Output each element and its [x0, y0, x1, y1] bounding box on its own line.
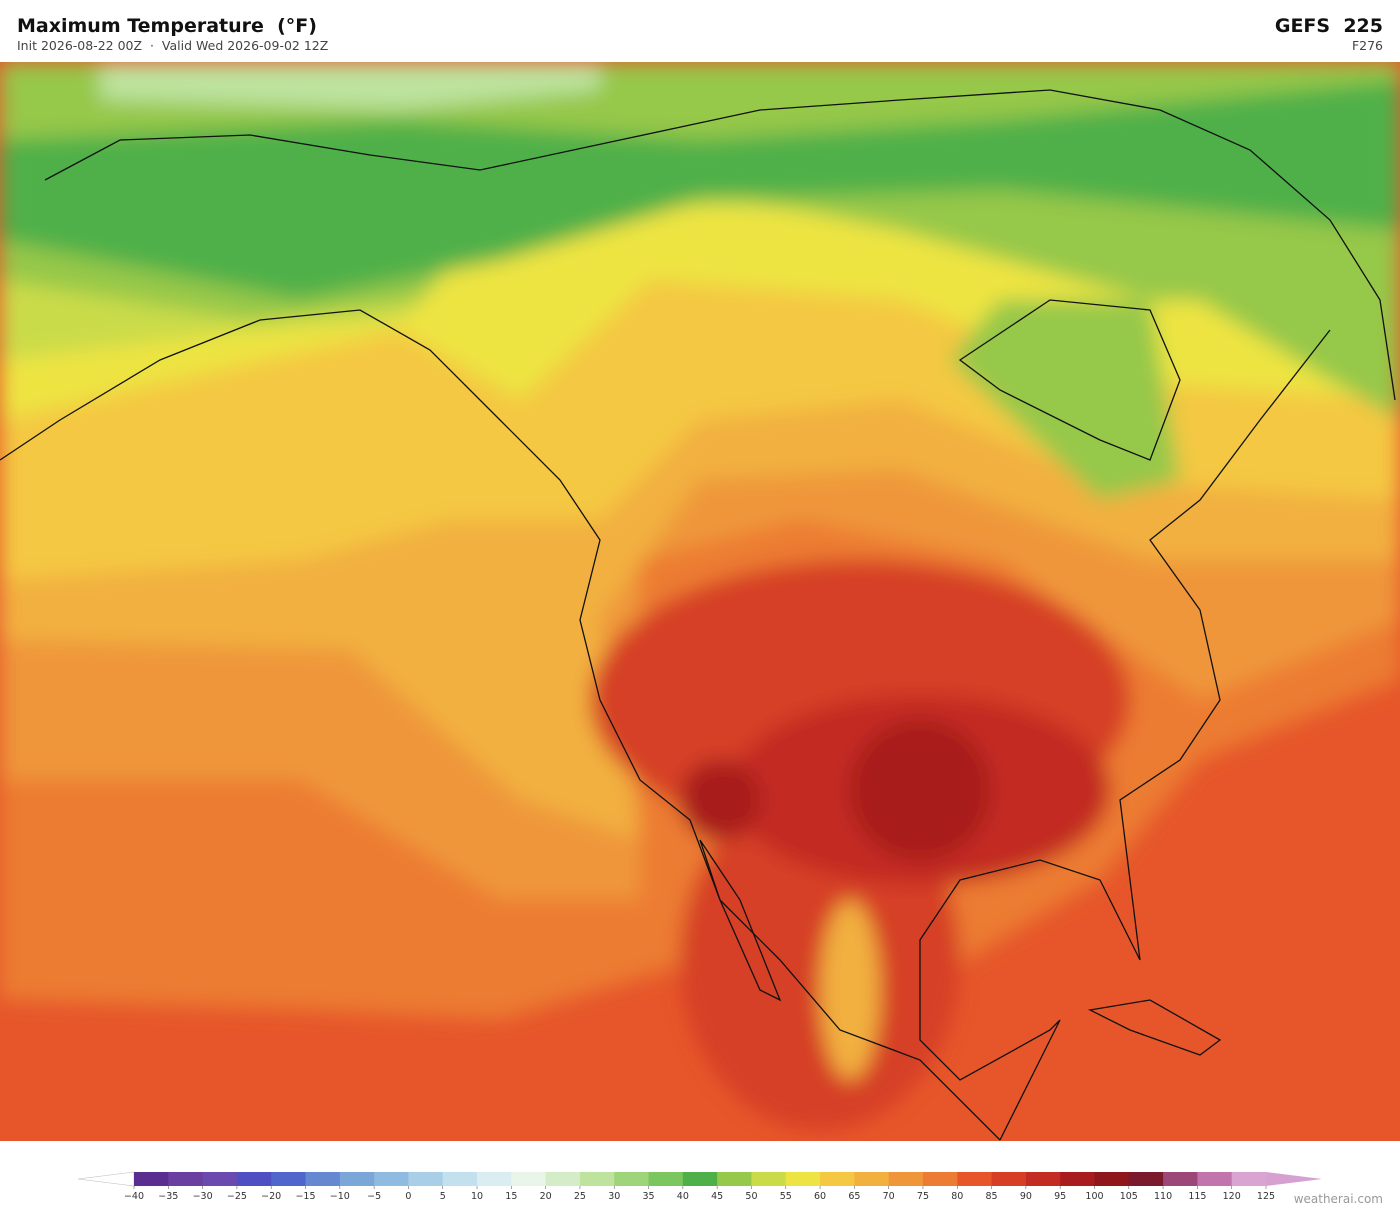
color-swatch [1197, 1172, 1233, 1186]
tick-label: 60 [814, 1191, 826, 1202]
color-swatch [785, 1172, 821, 1186]
tick-label: 70 [883, 1191, 895, 1202]
color-swatch [1163, 1172, 1198, 1186]
tick-label: −20 [261, 1191, 281, 1202]
color-swatch [271, 1172, 307, 1186]
color-swatch [751, 1172, 787, 1186]
tick-label: 105 [1120, 1191, 1138, 1202]
color-swatch [1094, 1172, 1130, 1186]
tick-label: 10 [471, 1191, 483, 1202]
color-swatch [1060, 1172, 1095, 1186]
color-swatch [545, 1172, 581, 1186]
color-swatch [717, 1172, 752, 1186]
color-swatch [442, 1172, 478, 1186]
color-swatch [1231, 1172, 1267, 1186]
tick-label: 110 [1154, 1191, 1172, 1202]
tick-label: 20 [540, 1191, 552, 1202]
tick-label: 0 [405, 1191, 411, 1202]
tick-label: −5 [367, 1191, 381, 1202]
coastlines [0, 89, 1396, 1141]
tick-label: 40 [677, 1191, 689, 1202]
under-arrow [77, 1171, 135, 1187]
tick-label: 100 [1085, 1191, 1103, 1202]
color-swatch [922, 1172, 958, 1186]
tick-label: 50 [745, 1191, 757, 1202]
color-swatch [408, 1172, 444, 1186]
color-swatch [682, 1172, 718, 1186]
color-swatch [202, 1172, 238, 1186]
color-swatch [305, 1172, 341, 1186]
color-swatch [134, 1172, 169, 1186]
color-swatch [339, 1172, 375, 1186]
tick-label: 45 [711, 1191, 723, 1202]
color-swatch [820, 1172, 855, 1186]
model-label: GEFS 225 [1274, 15, 1383, 37]
tick-label: −15 [295, 1191, 315, 1202]
tick-label: 115 [1188, 1191, 1206, 1202]
tick-label: −25 [227, 1191, 247, 1202]
title: Maximum Temperature (°F) [17, 15, 317, 37]
tick-label: 65 [848, 1191, 860, 1202]
tick-label: 80 [951, 1191, 963, 1202]
color-swatch [477, 1172, 512, 1186]
color-swatch [236, 1172, 272, 1186]
color-swatch [1128, 1172, 1164, 1186]
color-swatch [614, 1172, 650, 1186]
tick-label: −40 [124, 1191, 144, 1202]
tick-label: 35 [642, 1191, 654, 1202]
color-swatch [957, 1172, 993, 1186]
color-swatch [648, 1172, 684, 1186]
color-swatch [168, 1172, 204, 1186]
color-swatch [1025, 1172, 1061, 1186]
tick-label: 5 [440, 1191, 446, 1202]
tick-label: −10 [330, 1191, 350, 1202]
tick-label: 90 [1020, 1191, 1032, 1202]
tick-label: 30 [608, 1191, 620, 1202]
forecast-hour: F276 [1351, 38, 1383, 53]
tick-label: 95 [1054, 1191, 1066, 1202]
color-swatch [991, 1172, 1027, 1186]
tick-label: 85 [986, 1191, 998, 1202]
color-swatch [854, 1172, 890, 1186]
color-swatch [579, 1172, 615, 1186]
tick-label: −30 [193, 1191, 213, 1202]
tick-label: 125 [1257, 1191, 1275, 1202]
map [0, 62, 1400, 1141]
temperature-field [0, 62, 1400, 1130]
tick-label: 25 [574, 1191, 586, 1202]
tick-label: 15 [505, 1191, 517, 1202]
over-arrow [1266, 1172, 1322, 1186]
color-swatch [374, 1172, 409, 1186]
subtitle: Init 2026-08-22 00Z · Valid Wed 2026-09-… [17, 38, 329, 53]
tick-label: 120 [1223, 1191, 1241, 1202]
colorbar: −40 −35 −30 −25 −20 −15 −10 −5 0 5 10 15 20 25 30 35 40 4… [77, 1171, 1322, 1202]
color-swatch [511, 1172, 547, 1186]
tick-label: −35 [158, 1191, 178, 1202]
color-swatch [888, 1172, 924, 1186]
tick-label: 75 [917, 1191, 929, 1202]
tick-label: 55 [780, 1191, 792, 1202]
watermark: weatherai.com [1293, 1192, 1383, 1206]
